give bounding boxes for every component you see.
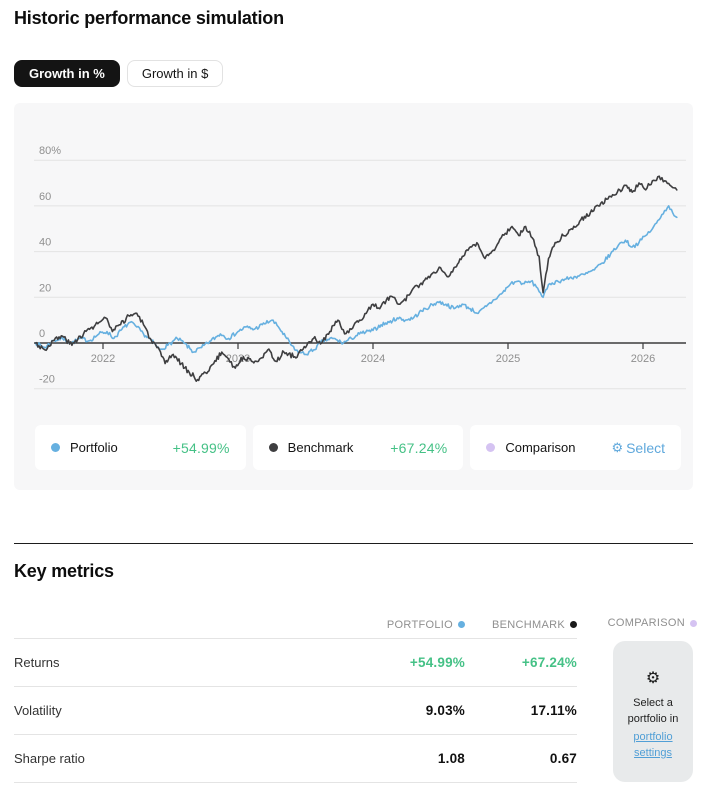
svg-text:2025: 2025 bbox=[496, 353, 520, 365]
legend-card-portfolio: Portfolio +54.99% bbox=[35, 425, 246, 470]
returns-benchmark-value: +67.24% bbox=[521, 654, 577, 670]
growth-in-dollar-button[interactable]: Growth in $ bbox=[126, 60, 224, 87]
metrics-row-volatility: Volatility 9.03% 17.11% bbox=[14, 687, 577, 735]
svg-text:20: 20 bbox=[39, 282, 51, 294]
legend-portfolio-value: +54.99% bbox=[172, 439, 230, 456]
svg-text:60: 60 bbox=[39, 191, 51, 203]
comparison-select-label: Select bbox=[626, 439, 666, 456]
benchmark-column-header: BENCHMARK bbox=[465, 615, 577, 633]
metrics-row-sharpe-ratio: Sharpe ratio 1.08 0.67 bbox=[14, 735, 577, 783]
svg-text:0: 0 bbox=[39, 328, 45, 340]
portfolio-settings-link[interactable]: portfolio settings bbox=[633, 730, 673, 759]
legend-comparison-label: Comparison bbox=[505, 440, 576, 455]
svg-text:80%: 80% bbox=[39, 145, 61, 157]
volatility-benchmark-value: 17.11% bbox=[530, 702, 577, 718]
growth-in-percent-button[interactable]: Growth in % bbox=[14, 60, 120, 87]
key-metrics-title: Key metrics bbox=[14, 561, 114, 581]
comparison-card-text: Select a portfolio in bbox=[627, 697, 679, 725]
comparison-dot-icon bbox=[486, 443, 496, 452]
metrics-main-columns: PORTFOLIO BENCHMARK Returns +54.99% +67.… bbox=[14, 609, 577, 783]
svg-text:2022: 2022 bbox=[91, 353, 115, 365]
sharpe-portfolio-value: 1.08 bbox=[437, 750, 465, 766]
svg-text:2026: 2026 bbox=[631, 353, 655, 365]
metrics-header-row: PORTFOLIO BENCHMARK bbox=[14, 609, 577, 639]
gear-icon: ⚙ bbox=[611, 440, 624, 455]
key-metrics-table: PORTFOLIO BENCHMARK Returns +54.99% +67.… bbox=[14, 609, 697, 783]
benchmark-dot-icon bbox=[268, 443, 278, 452]
performance-chart-panel: 80% 60 40 20 0 -20 2022 2023 2024 2025 2026 Portfo… bbox=[14, 103, 693, 490]
gear-icon: ⚙ bbox=[645, 670, 661, 687]
row-label: Volatility bbox=[14, 703, 62, 718]
legend-portfolio-label: Portfolio bbox=[70, 440, 118, 455]
returns-portfolio-value: +54.99% bbox=[409, 654, 465, 670]
portfolio-column-header: PORTFOLIO bbox=[350, 615, 465, 633]
sharpe-benchmark-value: 0.67 bbox=[549, 750, 577, 766]
legend-card-benchmark: Benchmark +67.24% bbox=[252, 425, 464, 470]
benchmark-column-label: BENCHMARK bbox=[492, 618, 565, 631]
portfolio-dot-icon bbox=[458, 621, 465, 628]
growth-unit-toggle: Growth in % Growth in $ bbox=[14, 60, 693, 87]
volatility-portfolio-value: 9.03% bbox=[425, 702, 465, 718]
page-title: Historic performance simulation bbox=[14, 8, 284, 28]
comparison-column-header: COMPARISON bbox=[608, 617, 697, 629]
legend-card-comparison: Comparison ⚙ Select bbox=[470, 425, 682, 470]
portfolio-dot-icon bbox=[51, 443, 60, 452]
metrics-row-returns: Returns +54.99% +67.24% bbox=[14, 639, 577, 687]
svg-text:-20: -20 bbox=[39, 374, 55, 386]
chart-legend: Portfolio +54.99% Benchmark +67.24% Comp… bbox=[35, 425, 682, 470]
comparison-column-label: COMPARISON bbox=[607, 617, 685, 629]
portfolio-column-label: PORTFOLIO bbox=[386, 618, 453, 631]
comparison-select-card: ⚙ Select a portfolio in portfolio settin… bbox=[613, 641, 693, 782]
svg-text:2024: 2024 bbox=[361, 353, 385, 365]
svg-text:40: 40 bbox=[39, 237, 51, 249]
row-label: Returns bbox=[14, 655, 60, 670]
legend-benchmark-value: +67.24% bbox=[390, 439, 448, 456]
legend-benchmark-label: Benchmark bbox=[287, 440, 354, 455]
row-label: Sharpe ratio bbox=[14, 751, 85, 766]
benchmark-dot-icon bbox=[570, 621, 577, 628]
comparison-dot-icon bbox=[690, 619, 697, 627]
section-divider bbox=[14, 543, 693, 544]
comparison-column: COMPARISON ⚙ Select a portfolio in portf… bbox=[608, 609, 697, 783]
comparison-select-button[interactable]: ⚙ Select bbox=[611, 440, 665, 456]
